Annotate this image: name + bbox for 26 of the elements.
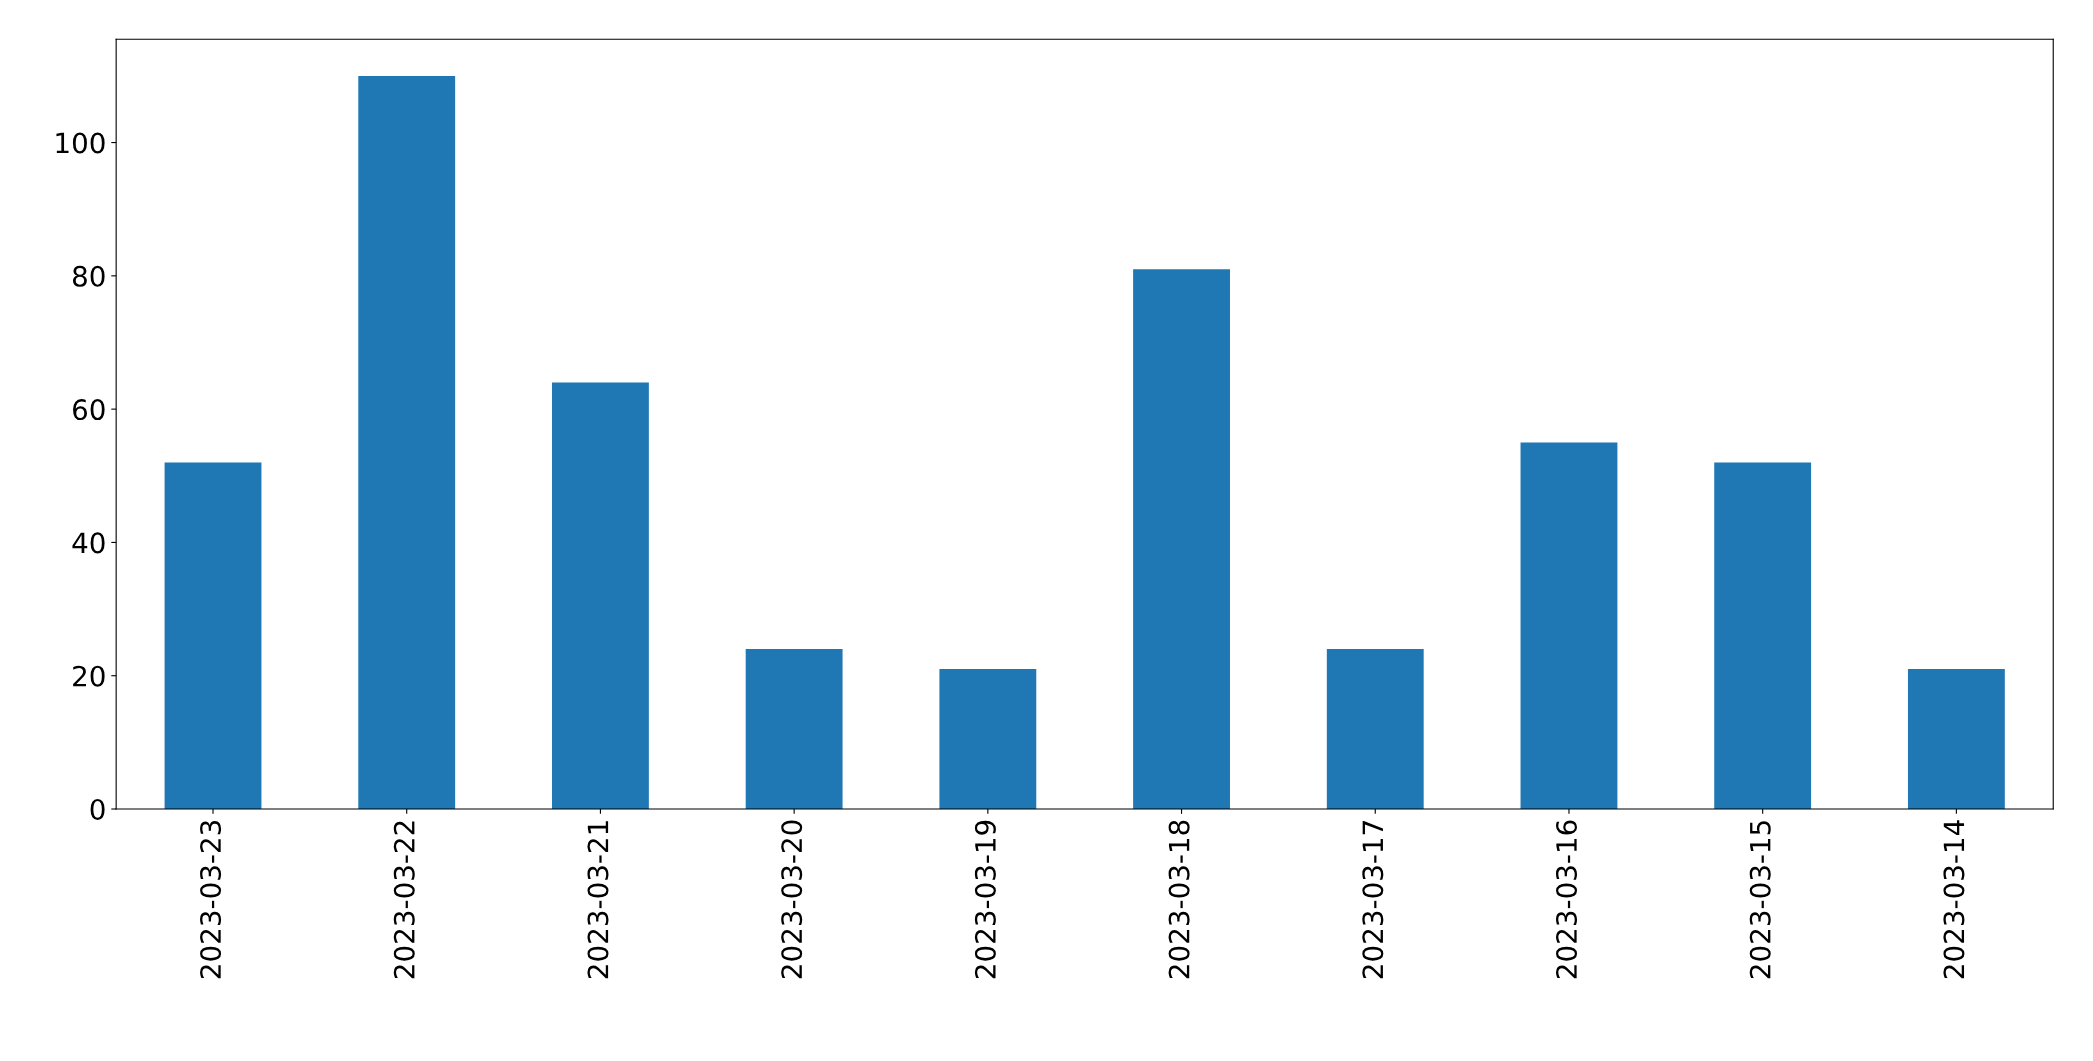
y-tick-label: 40: [72, 532, 105, 554]
bar: [1907, 669, 2005, 810]
x-tick-label: 2023-03-14: [1943, 820, 1965, 979]
bar: [745, 649, 843, 810]
x-tick-label: 2023-03-19: [974, 820, 996, 979]
x-tick-label: 2023-03-23: [200, 820, 222, 979]
y-tick-label: 60: [73, 399, 105, 421]
y-tick-label: 100: [56, 132, 105, 154]
bar: [358, 75, 456, 810]
x-tick-label: 2023-03-20: [781, 820, 803, 979]
x-tick-label: 2023-03-15: [1749, 821, 1771, 979]
x-tick-label: 2023-03-18: [1168, 820, 1190, 979]
y-tick-label: 80: [72, 265, 105, 287]
x-tick-label: 2023-03-21: [587, 821, 609, 979]
bar: [1133, 269, 1230, 810]
bar: [939, 669, 1037, 810]
bar: [164, 462, 262, 810]
x-tick-label: 2023-03-16: [1556, 820, 1578, 979]
bar: [552, 382, 649, 810]
x-tick-label: 2023-03-22: [393, 821, 415, 979]
y-tick-label: 0: [90, 798, 105, 820]
bar: [1326, 649, 1424, 810]
bar: [1520, 442, 1618, 810]
bar: [1714, 462, 1812, 810]
y-tick-label: 20: [73, 665, 105, 687]
x-tick-label: 2023-03-17: [1362, 821, 1384, 979]
